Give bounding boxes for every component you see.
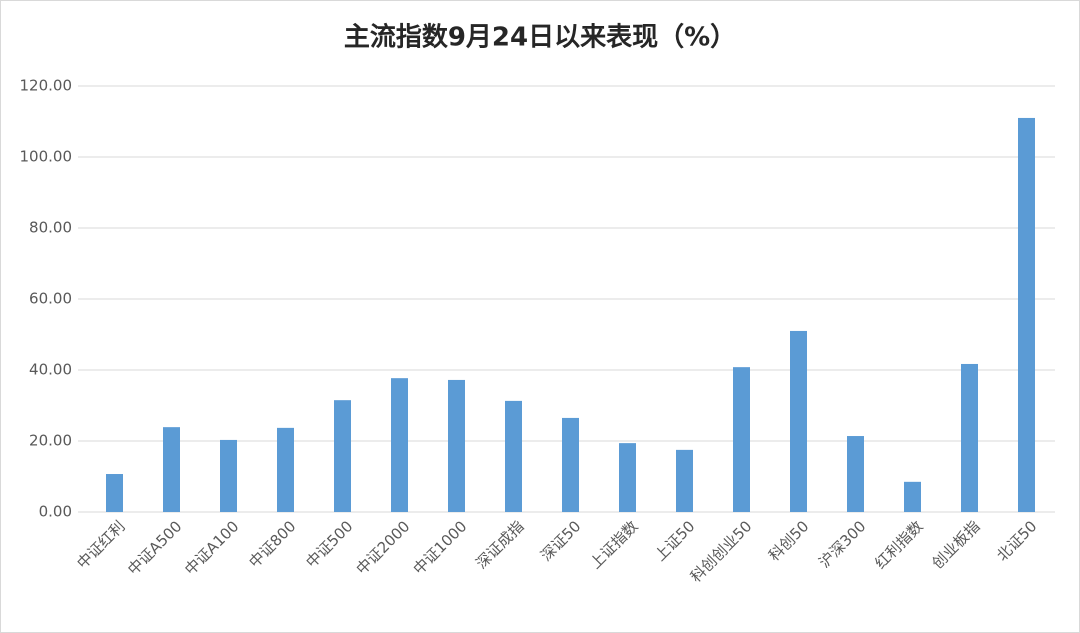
bar bbox=[391, 378, 408, 512]
bar bbox=[847, 436, 864, 512]
bar bbox=[163, 427, 180, 512]
bar bbox=[277, 427, 294, 512]
bar bbox=[619, 443, 636, 512]
y-tick-label: 0.00 bbox=[39, 503, 72, 521]
bar bbox=[904, 481, 921, 512]
bar bbox=[505, 400, 522, 512]
y-tick-label: 120.00 bbox=[20, 77, 73, 95]
y-tick-label: 80.00 bbox=[29, 219, 72, 237]
y-tick-label: 100.00 bbox=[20, 148, 73, 166]
y-tick-label: 60.00 bbox=[29, 290, 72, 308]
bar bbox=[790, 330, 807, 512]
bar bbox=[220, 439, 237, 512]
bar bbox=[961, 363, 978, 512]
y-tick-label: 40.00 bbox=[29, 361, 72, 379]
bar bbox=[676, 449, 693, 512]
bar bbox=[1018, 117, 1035, 512]
bar bbox=[562, 417, 579, 512]
bar bbox=[733, 367, 750, 512]
chart-title: 主流指数9月24日以来表现（%） bbox=[344, 23, 736, 53]
bar bbox=[334, 400, 351, 512]
bar bbox=[106, 474, 123, 512]
bar bbox=[448, 379, 465, 512]
y-tick-label: 20.00 bbox=[29, 432, 72, 450]
